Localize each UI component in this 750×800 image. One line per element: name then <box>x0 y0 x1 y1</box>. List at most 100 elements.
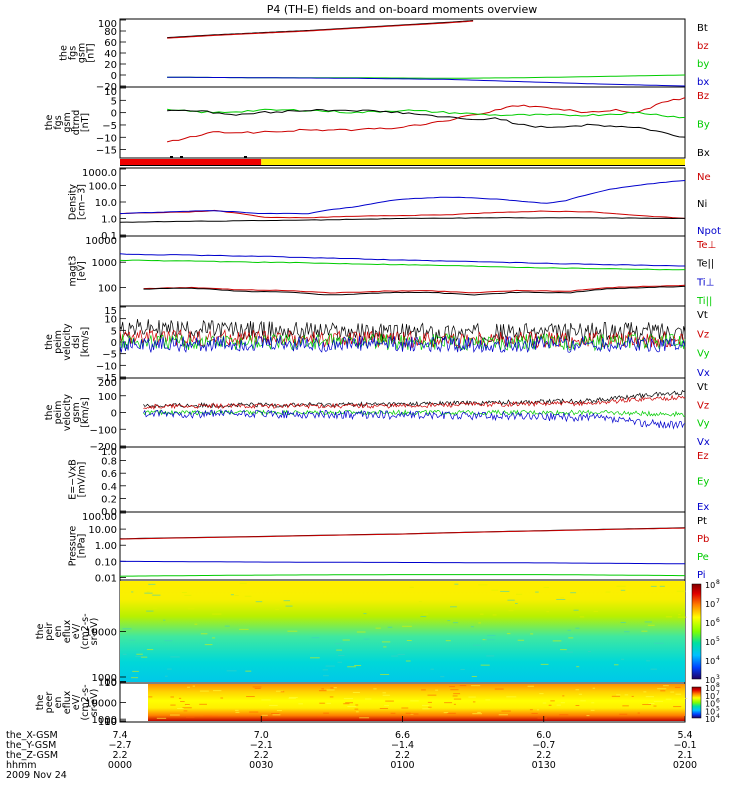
y-tick-label: 1.0 <box>101 447 117 458</box>
spectrogram-streak <box>354 664 362 666</box>
mode-segment <box>120 159 262 166</box>
spectrogram-streak <box>183 710 188 712</box>
panel-frame <box>119 86 686 159</box>
colorbar-exponent: 6 <box>716 698 720 705</box>
colorbar-exponent: 3 <box>716 674 720 681</box>
y-tick-label: 0.6 <box>101 469 117 480</box>
spectrogram-streak <box>363 613 367 615</box>
y-tick-label: 1000 <box>92 715 117 726</box>
spectrogram-streak <box>665 616 673 618</box>
y-tick-label: 80 <box>104 27 117 38</box>
y-axis-label: eV/ <box>71 623 82 639</box>
spectrogram-streak <box>131 677 139 679</box>
spectrogram-streak <box>322 675 329 677</box>
spectrogram-streak <box>333 687 337 689</box>
panel-frame <box>119 305 686 379</box>
spectrogram-streak <box>280 691 285 693</box>
spectrogram-streak <box>611 695 621 697</box>
spectrogram-streak <box>588 651 591 653</box>
panel-frame <box>119 18 686 88</box>
series-line-Vz <box>143 394 686 410</box>
spectrogram-streak <box>177 707 184 709</box>
y-axis-label: [km/s] <box>80 327 91 357</box>
spectrogram-streak <box>317 716 322 718</box>
series-line-Te|| <box>143 285 686 296</box>
spectrogram-streak <box>459 685 467 687</box>
spectrogram-streak <box>420 616 427 618</box>
spectrogram-streak <box>356 631 366 633</box>
spectrogram-streak <box>616 585 626 587</box>
spectrogram-streak <box>298 703 303 705</box>
spectrogram-streak <box>619 713 628 715</box>
spectrogram-streak <box>454 583 459 585</box>
spectrogram-streak <box>546 611 550 613</box>
y-tick-label: 1000.0 <box>82 168 117 179</box>
spectrogram-streak <box>230 594 234 596</box>
spectrogram-streak <box>239 582 247 584</box>
y-tick-label: 60 <box>104 38 117 49</box>
panel-frame <box>119 446 686 513</box>
y-tick-label: −100 <box>90 425 117 436</box>
spectrogram-streak <box>560 597 565 599</box>
spectrogram-streak <box>676 590 686 592</box>
spectrogram-streak <box>540 663 549 665</box>
spectrogram-streak <box>235 709 239 711</box>
y-tick-label: −10 <box>96 133 117 144</box>
spectrogram-streak <box>616 694 621 696</box>
spectrogram-streak <box>337 661 343 663</box>
spectrogram-streak <box>550 700 555 702</box>
y-tick-label: 1000 <box>92 258 117 269</box>
spectrogram-streak <box>650 668 657 670</box>
spectrogram-streak <box>391 655 399 657</box>
spectrogram-streak <box>539 693 544 695</box>
spectrogram-streak <box>363 638 370 640</box>
spectrogram-streak <box>252 686 262 688</box>
y-axis-label: peim <box>53 401 64 425</box>
y-axis-label: [eV] <box>77 261 88 281</box>
spectrogram-streak <box>642 704 652 706</box>
colorbar-exponent: 5 <box>716 636 720 643</box>
spectrogram-streak <box>244 595 252 597</box>
spectrogram-streak <box>613 664 619 666</box>
spectrogram-streak <box>383 646 387 648</box>
spectrogram-streak <box>501 710 511 712</box>
spectrogram-streak <box>517 639 525 641</box>
y-tick-label: 0.0 <box>101 507 117 518</box>
spectrogram-streak <box>212 613 222 615</box>
spectrogram-streak <box>535 591 539 593</box>
spectrogram-streak <box>428 706 432 708</box>
x-tick-label: 0030 <box>249 760 273 771</box>
y-axis-label: the <box>44 405 55 421</box>
spectrogram-streak <box>506 696 517 698</box>
y-tick-label: −10 <box>96 361 117 372</box>
spectrogram-streak <box>478 622 481 624</box>
y-tick-label: 1000 <box>92 673 117 684</box>
y-tick-label: 0 <box>111 338 117 349</box>
series-line-bz <box>167 20 474 39</box>
spectrogram-streak <box>319 702 325 704</box>
y-tick-label: 20 <box>104 60 117 71</box>
spectrogram-streak <box>500 590 510 592</box>
y-tick-label: 1.0 <box>101 215 117 226</box>
spectrogram-streak <box>239 628 249 630</box>
spectrogram-streak <box>178 697 182 699</box>
spectrogram-streak <box>624 694 629 696</box>
spectrogram-streak <box>261 699 271 701</box>
legend-entry: Ex <box>697 502 709 513</box>
colorbar-tick: 10 <box>705 715 715 724</box>
y-axis-label: the <box>59 45 70 61</box>
spectrogram-streak <box>185 704 190 706</box>
spectrogram-streak <box>472 701 476 703</box>
series-line-Te⊥ <box>143 284 686 294</box>
spectrogram-streak <box>359 717 370 719</box>
spectrogram-streak <box>345 702 354 704</box>
legend-entry: Ni <box>697 199 707 210</box>
spectrogram-streak <box>576 666 580 668</box>
mode-marker <box>180 156 183 158</box>
panel-pressure: 100.00 10.00 1.00 0.10 0.01 Pressure[nPa] Pt Pb… <box>68 511 709 584</box>
x-axis-row-label: the_Y-GSM <box>6 740 56 751</box>
x-tick-label: 0100 <box>390 760 414 771</box>
spectrogram-streak <box>527 685 535 687</box>
